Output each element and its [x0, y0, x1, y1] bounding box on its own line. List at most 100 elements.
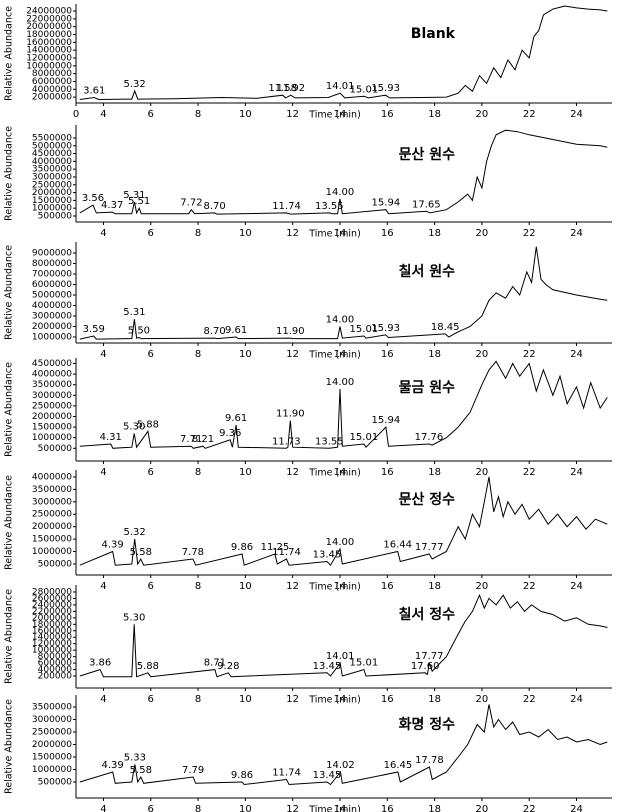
- x-tick-label: 18: [428, 804, 441, 812]
- x-tick-label: 16: [381, 349, 394, 360]
- x-tick-label: 6: [148, 581, 154, 592]
- y-tick-label: 1500000: [32, 535, 72, 545]
- peak-label: 5.51: [128, 196, 150, 207]
- chromatogram-line: [79, 476, 608, 567]
- x-tick-label: 12: [286, 804, 299, 812]
- y-tick-label: 1000000: [32, 646, 72, 656]
- x-tick-label: 10: [239, 694, 252, 705]
- y-tick-label: 3500000: [32, 703, 72, 713]
- peak-label: 7.78: [182, 547, 204, 558]
- y-tick-label: 4000000: [32, 157, 72, 167]
- y-axis-label: Relative Abundance: [4, 475, 15, 570]
- peak-label: 17.65: [412, 199, 441, 210]
- x-tick-label: 4: [100, 694, 106, 705]
- y-tick-label: 3000000: [32, 172, 72, 182]
- y-tick-label: 2000000: [32, 740, 72, 750]
- x-tick-label: 16: [381, 228, 394, 239]
- y-tick-label: 2500000: [32, 180, 72, 190]
- peak-label: 5.88: [137, 661, 159, 672]
- x-tick-label: 12: [286, 349, 299, 360]
- y-tick-label: 800000: [38, 652, 73, 662]
- y-tick-label: 1500000: [32, 423, 72, 433]
- x-tick-label: 6: [148, 804, 154, 812]
- peak-label: 11.90: [276, 326, 305, 337]
- x-axis-label: Time (min): [308, 695, 361, 706]
- y-tick-label: 3000000: [32, 391, 72, 401]
- peak-label: 16.44: [383, 540, 412, 551]
- peak-label: 5.31: [123, 307, 145, 318]
- y-tick-label: 6000000: [32, 280, 72, 290]
- peak-label: 3.59: [83, 324, 105, 335]
- x-tick-label: 6: [148, 694, 154, 705]
- peak-label: 15.01: [350, 84, 379, 95]
- y-tick-label: 3500000: [32, 380, 72, 390]
- peak-label: 16.45: [384, 760, 413, 771]
- x-tick-label: 8: [195, 349, 201, 360]
- y-tick-label: 4000000: [32, 370, 72, 380]
- y-axis-label: Relative Abundance: [4, 589, 15, 684]
- peak-label: 5.32: [124, 79, 146, 90]
- y-tick-label: 7000000: [32, 270, 72, 280]
- x-tick-label: 20: [476, 804, 489, 812]
- y-tick-label: 1500000: [32, 753, 72, 763]
- y-tick-label: 5000000: [32, 141, 72, 151]
- x-axis-label: Time (min): [308, 229, 361, 240]
- y-tick-label: 3500000: [32, 485, 72, 495]
- y-tick-label: 8000000: [32, 259, 72, 269]
- y-tick-label: 16000000: [26, 38, 72, 48]
- x-tick-label: 16: [381, 694, 394, 705]
- x-tick-label: 20: [476, 581, 489, 592]
- x-tick-label: 10: [239, 109, 252, 120]
- x-axis-label: Time (min): [308, 468, 361, 479]
- x-tick-label: 8: [195, 228, 201, 239]
- peak-label: 9.61: [225, 325, 247, 336]
- y-tick-label: 18000000: [26, 30, 72, 40]
- y-tick-label: 3000000: [32, 312, 72, 322]
- y-tick-label: 2000000: [32, 522, 72, 532]
- x-tick-label: 18: [428, 109, 441, 120]
- y-tick-label: 1000000: [32, 765, 72, 775]
- peak-label: 15.94: [372, 198, 401, 209]
- x-tick-label: 18: [428, 467, 441, 478]
- panel-title: 문산 원수: [399, 146, 456, 163]
- y-tick-label: 3500000: [32, 165, 72, 175]
- y-tick-label: 9000000: [32, 249, 72, 259]
- panel: 5000001000000150000020000002500000300000…: [4, 358, 612, 479]
- panel: 5000001000000150000020000002500000300000…: [4, 125, 612, 240]
- x-tick-label: 20: [476, 228, 489, 239]
- x-tick-label: 6: [148, 467, 154, 478]
- y-tick-label: 14000000: [26, 46, 72, 56]
- chromatogram-line: [79, 704, 608, 786]
- x-tick-label: 12: [286, 694, 299, 705]
- y-axis-label: Relative Abundance: [4, 6, 15, 101]
- x-tick-label: 18: [428, 349, 441, 360]
- peak-label: 7.79: [182, 765, 204, 776]
- peak-label: 5.30: [123, 612, 145, 623]
- chromatogram-line: [79, 5, 608, 101]
- y-tick-label: 4000000: [32, 301, 72, 311]
- peak-label: 13.55: [315, 436, 344, 447]
- y-tick-label: 1000000: [32, 204, 72, 214]
- y-tick-label: 4500000: [32, 359, 72, 369]
- peak-label: 5.31: [123, 190, 145, 201]
- peak-label: 11.90: [276, 409, 305, 420]
- y-tick-label: 2000000: [32, 322, 72, 332]
- x-tick-label: 20: [476, 467, 489, 478]
- peak-label: 7.71: [180, 434, 202, 445]
- peak-label: 11.92: [276, 83, 305, 94]
- y-tick-label: 1000000: [32, 547, 72, 557]
- x-tick-label: 14: [334, 349, 347, 360]
- y-tick-label: 2000000: [32, 412, 72, 422]
- x-tick-label: 4: [100, 804, 106, 812]
- panel-title: 화명 정수: [399, 716, 456, 733]
- x-tick-label: 10: [239, 228, 252, 239]
- x-tick-label: 18: [428, 228, 441, 239]
- peak-label: 3.86: [89, 658, 111, 669]
- peak-label: 15.94: [372, 415, 401, 426]
- y-tick-label: 2800000: [32, 587, 72, 597]
- y-axis-label: Relative Abundance: [4, 699, 15, 794]
- x-tick-label: 8: [195, 694, 201, 705]
- x-tick-label: 8: [195, 467, 201, 478]
- x-tick-label: 22: [523, 228, 536, 239]
- x-tick-label: 22: [523, 349, 536, 360]
